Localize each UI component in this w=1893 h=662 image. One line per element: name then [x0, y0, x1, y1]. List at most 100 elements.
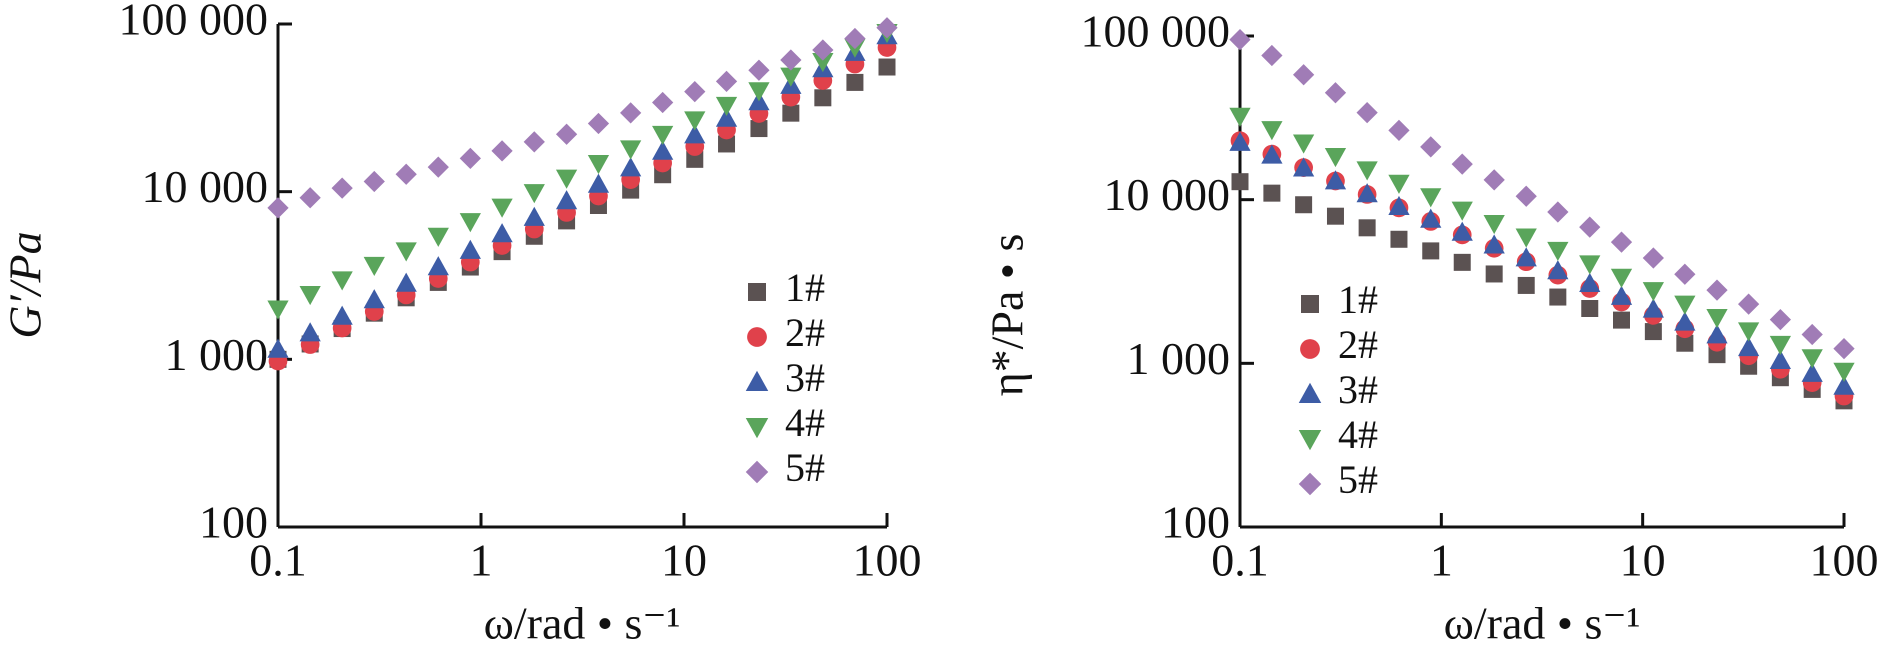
data-point — [523, 131, 545, 153]
legend-marker — [1298, 430, 1322, 451]
data-point — [684, 124, 706, 144]
data-point — [1515, 228, 1537, 248]
data-point — [1229, 107, 1251, 127]
data-point — [846, 73, 864, 91]
data-point — [652, 91, 674, 114]
legend-marker — [745, 460, 769, 484]
data-point — [1390, 230, 1408, 248]
data-point — [715, 107, 738, 127]
data-point — [1674, 311, 1696, 331]
data-point — [1263, 184, 1281, 202]
data-point — [1517, 276, 1535, 294]
data-point — [844, 27, 866, 50]
data-point — [1356, 161, 1378, 181]
x-tick-label: 100 — [1810, 535, 1879, 586]
data-point — [1547, 241, 1569, 262]
legend-marker — [745, 370, 769, 391]
data-point — [620, 140, 642, 160]
data-point — [555, 190, 578, 210]
legend-marker — [1298, 472, 1322, 496]
legend-label: 5# — [1338, 457, 1378, 502]
data-point — [1610, 231, 1633, 253]
data-point — [427, 227, 449, 247]
data-point — [395, 163, 417, 185]
data-point — [1613, 311, 1631, 329]
data-point — [491, 140, 513, 162]
data-point — [1833, 337, 1855, 360]
data-point — [299, 285, 321, 306]
y-tick-label: 1 000 — [165, 329, 269, 380]
data-point — [715, 96, 738, 116]
data-point — [1420, 188, 1442, 208]
data-point — [1324, 82, 1347, 104]
data-point — [1579, 272, 1601, 292]
legend-marker — [1300, 339, 1320, 359]
data-point — [523, 206, 545, 226]
data-point — [684, 81, 706, 103]
data-point — [750, 120, 768, 138]
data-point — [1738, 293, 1760, 315]
data-point — [1483, 215, 1505, 235]
data-point — [1579, 216, 1601, 238]
data-point — [1483, 234, 1505, 254]
data-point — [1833, 362, 1855, 382]
data-point — [395, 272, 417, 292]
x-tick-label: 1 — [1430, 535, 1453, 586]
data-point — [459, 147, 481, 169]
legend-marker — [1298, 382, 1322, 403]
legend-label: 5# — [785, 445, 825, 490]
y-tick-label: 100 — [199, 497, 268, 548]
data-point — [780, 49, 802, 71]
data-point — [299, 322, 321, 342]
data-point — [876, 17, 898, 39]
data-point — [363, 289, 385, 309]
data-point — [555, 169, 578, 189]
legend-label: 1# — [1338, 277, 1378, 322]
data-point — [1833, 375, 1855, 395]
data-point — [587, 173, 610, 193]
data-point — [1674, 295, 1696, 315]
legend-marker — [748, 283, 766, 301]
data-point — [1451, 201, 1473, 221]
data-point — [748, 82, 770, 102]
data-point — [1420, 136, 1442, 158]
data-point — [1644, 323, 1662, 341]
legend-label: 2# — [785, 310, 825, 355]
data-point — [1676, 334, 1694, 352]
data-point — [1706, 309, 1728, 329]
data-point — [652, 125, 674, 145]
data-point — [491, 198, 513, 218]
data-point — [1388, 174, 1410, 194]
data-point — [715, 70, 738, 92]
data-point — [718, 135, 736, 153]
data-point — [459, 213, 481, 233]
legend-marker — [1301, 295, 1319, 313]
data-point — [1579, 255, 1601, 275]
data-point — [782, 104, 800, 122]
x-axis-title: ω/rad • s⁻¹ — [1444, 598, 1641, 649]
legend-label: 4# — [785, 400, 825, 445]
data-point — [1295, 196, 1313, 214]
legend-label: 1# — [785, 265, 825, 310]
y-axis-title: G′/Pa — [0, 231, 51, 338]
data-point — [459, 239, 481, 259]
data-point — [652, 140, 674, 160]
data-point — [1422, 242, 1440, 260]
data-point — [1261, 144, 1283, 164]
data-point — [1231, 173, 1249, 191]
data-point — [1610, 285, 1633, 305]
data-point — [1292, 134, 1315, 154]
legend-label: 3# — [1338, 367, 1378, 412]
y-axis-title: η*/Pa • s — [982, 234, 1033, 397]
data-point — [814, 89, 832, 107]
data-point — [267, 338, 289, 358]
data-point — [427, 256, 449, 276]
data-point — [1801, 323, 1823, 346]
data-point — [1229, 29, 1251, 51]
data-point — [1769, 308, 1791, 331]
x-tick-label: 100 — [853, 535, 922, 586]
y-tick-label: 10 000 — [142, 161, 269, 212]
data-point — [1292, 157, 1315, 177]
x-tick-label: 10 — [1620, 535, 1666, 586]
